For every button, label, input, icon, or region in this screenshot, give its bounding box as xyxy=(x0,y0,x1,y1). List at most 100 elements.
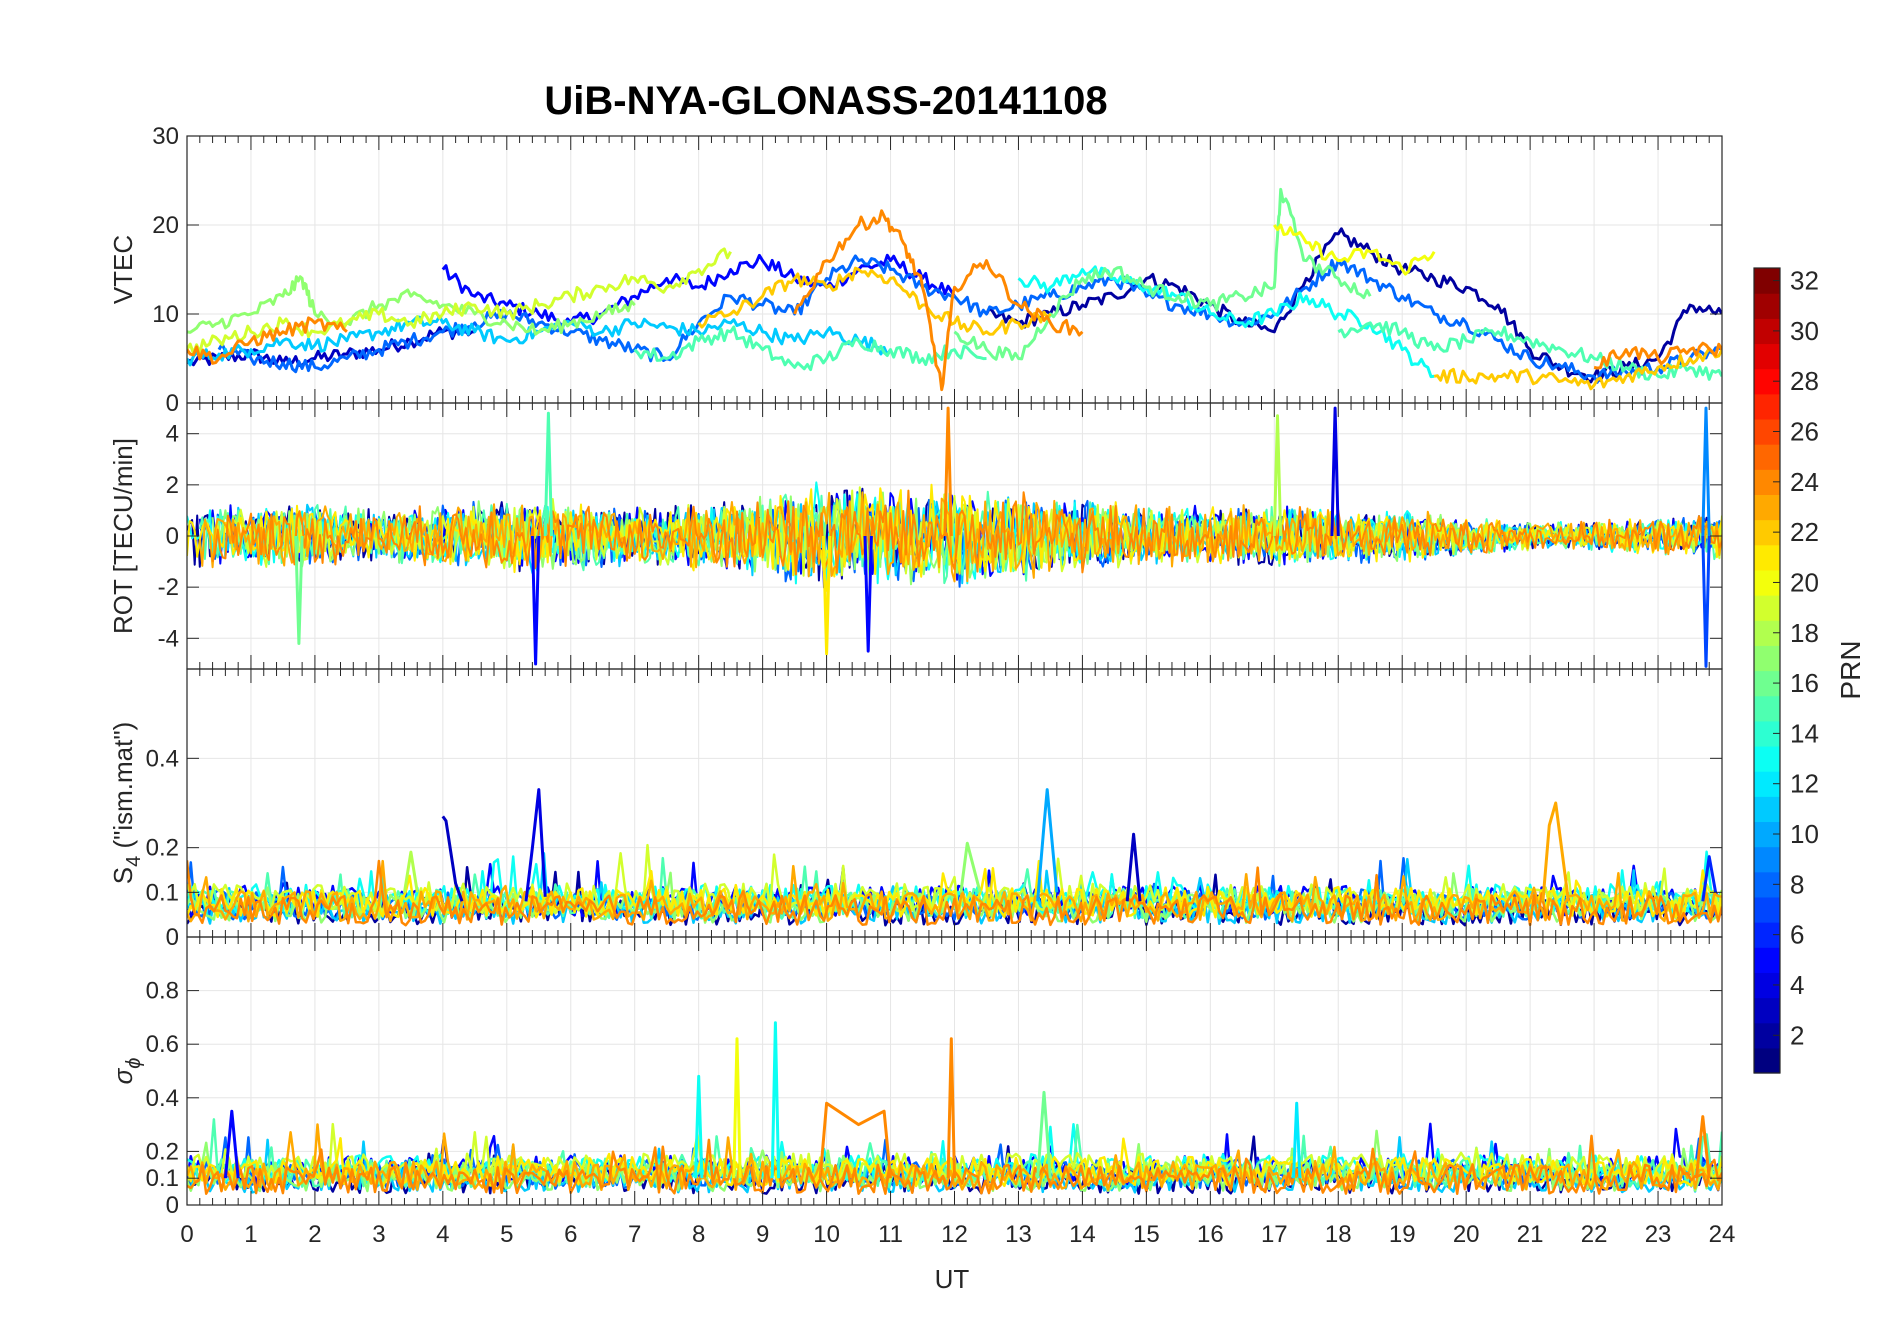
panel-s4: 0 0.1 0.2 0.4S4 ("ism.mat") xyxy=(108,668,1723,951)
series-prn-6 xyxy=(1701,855,1718,902)
x-tick-label: 9 xyxy=(756,1221,769,1248)
y-tick-label: 0.1 xyxy=(146,1165,179,1192)
x-tick-label: 19 xyxy=(1389,1221,1416,1248)
series-prn-7 xyxy=(1701,535,1711,668)
colorbar-tick-label: 30 xyxy=(1790,316,1819,346)
panel-vtec: 0 10 20 30 VTEC xyxy=(108,123,1723,417)
y-tick-label: 0.4 xyxy=(146,745,179,772)
series-prn-15 xyxy=(1337,320,1722,381)
x-tick-label: 2 xyxy=(308,1221,321,1248)
x-tick-label: 21 xyxy=(1517,1221,1544,1248)
colorbar-segment xyxy=(1754,293,1780,319)
series-prn-24 xyxy=(946,1037,956,1179)
series-prn-19 xyxy=(187,247,732,355)
x-tick-label: 0 xyxy=(180,1221,193,1248)
data-sigma_phi xyxy=(187,1021,1722,1195)
y-tick-label: 0.1 xyxy=(146,879,179,906)
series-prn-4 xyxy=(524,788,547,902)
colorbar-tick-label: 12 xyxy=(1790,769,1819,799)
x-tick-label: 3 xyxy=(372,1221,385,1248)
y-tick-label: 0.6 xyxy=(146,1031,179,1058)
colorbar-segment xyxy=(1754,393,1780,420)
series-prn-24 xyxy=(1694,1115,1711,1179)
colorbar-tick-label: 14 xyxy=(1790,718,1819,748)
series-prn-17 xyxy=(187,275,636,336)
colorbar-segment xyxy=(1754,695,1780,722)
colorbar-tick-label: 10 xyxy=(1790,819,1819,849)
y-tick-label: 20 xyxy=(152,212,179,239)
x-tick-label: 7 xyxy=(628,1221,641,1248)
series-prn-13 xyxy=(694,1074,704,1179)
y-tick-label: -4 xyxy=(158,625,179,652)
y-tick-label: 0 xyxy=(166,523,179,550)
trace-prn-23 xyxy=(187,859,1722,923)
trace-prn-23 xyxy=(187,1123,1722,1192)
x-tick-label: 22 xyxy=(1581,1221,1608,1248)
y-tick-label: 0 xyxy=(166,924,179,951)
x-tick-label: 4 xyxy=(436,1221,449,1248)
colorbar-segment xyxy=(1754,595,1780,621)
series-prn-10 xyxy=(1036,788,1059,902)
y-axis-label-sigma_phi: σϕ xyxy=(108,1058,145,1085)
colorbar-tick-label: 22 xyxy=(1790,517,1819,547)
y-tick-label: -2 xyxy=(158,574,179,601)
x-tick-label: 24 xyxy=(1709,1221,1736,1248)
series-prn-5 xyxy=(863,535,873,653)
colorbar-segment xyxy=(1754,896,1780,923)
x-tick-label: 16 xyxy=(1197,1221,1224,1248)
x-tick-label: 6 xyxy=(564,1221,577,1248)
x-axis-label: UT xyxy=(935,1264,970,1294)
colorbar-tick-label: 2 xyxy=(1790,1020,1804,1050)
y-tick-label: 0.8 xyxy=(146,978,179,1005)
colorbar-tick-label: 18 xyxy=(1790,618,1819,648)
x-tick-label: 10 xyxy=(813,1221,840,1248)
y-tick-label: 30 xyxy=(152,123,179,150)
y-tick-label: 10 xyxy=(152,301,179,328)
series-prn-22 xyxy=(1433,347,1722,391)
x-ticks-sigma_phi xyxy=(186,937,1723,1205)
series-prn-3 xyxy=(187,326,475,367)
series-prn-21 xyxy=(821,535,832,656)
x-tick-label: 17 xyxy=(1261,1221,1288,1248)
series-prn-18 xyxy=(1272,414,1283,537)
x-tick-label: 15 xyxy=(1133,1221,1160,1248)
rot-trace-prn-24 xyxy=(211,489,1722,576)
data-s4 xyxy=(187,788,1722,927)
y-tick-label: 2 xyxy=(166,472,179,499)
x-tick-label: 20 xyxy=(1453,1221,1480,1248)
x-ticks-rot xyxy=(186,403,1723,669)
colorbar-segment xyxy=(1754,494,1780,521)
colorbar-segment xyxy=(1754,745,1780,772)
colorbar-segment xyxy=(1754,796,1780,823)
x-tick-label: 14 xyxy=(1069,1221,1096,1248)
x-tick-label: 13 xyxy=(1005,1221,1032,1248)
colorbar-segment xyxy=(1754,444,1780,470)
series-prn-3 xyxy=(1125,832,1142,902)
chart-title: UiB-NYA-GLONASS-20141108 xyxy=(544,79,1107,123)
colorbar-label: PRN xyxy=(1835,640,1866,699)
colorbar-segment xyxy=(1754,846,1780,873)
colorbar-frame xyxy=(1753,267,1781,1074)
colorbar-segment xyxy=(1754,343,1780,370)
series-prn-20 xyxy=(1273,223,1436,276)
colorbar-tick-label: 16 xyxy=(1790,668,1819,698)
y-axis-label-s4: S4 ("ism.mat") xyxy=(108,722,145,884)
series-prn-9 xyxy=(1701,406,1711,537)
data-vtec xyxy=(187,187,1722,392)
series-prn-24 xyxy=(943,406,953,537)
series-prn-24 xyxy=(1593,341,1722,370)
series-prn-12 xyxy=(1292,1101,1302,1179)
series-prn-16 xyxy=(294,535,304,645)
grid-vtec xyxy=(186,135,1723,404)
x-tick-label: 5 xyxy=(500,1221,513,1248)
trace-prn-24 xyxy=(187,859,1722,927)
x-tick-labels: 0 1 2 3 4 5 6 7 8 9 10 11 12 13 14 15 16 17 18 19 20 21 22 23 24 xyxy=(180,1221,1735,1248)
series-prn-3 xyxy=(441,815,464,902)
x-ticks-s4 xyxy=(186,669,1723,937)
colorbar-tick-label: 6 xyxy=(1790,920,1804,950)
series-prn-16 xyxy=(953,187,1372,361)
series-prn-15 xyxy=(543,411,554,537)
x-tick-label: 18 xyxy=(1325,1221,1352,1248)
